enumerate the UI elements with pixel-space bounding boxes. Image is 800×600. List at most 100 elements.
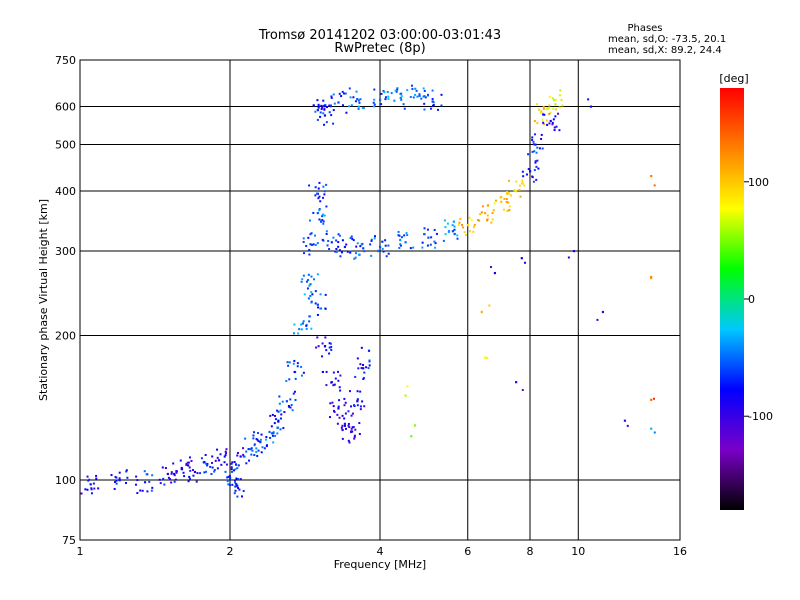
data-point (271, 413, 274, 416)
data-point (400, 95, 403, 98)
data-point (233, 481, 236, 484)
data-point (239, 478, 242, 481)
data-point (321, 215, 324, 218)
data-point (355, 90, 358, 93)
data-point (507, 179, 510, 182)
data-point (457, 223, 460, 226)
data-point (310, 291, 313, 294)
data-point (494, 199, 497, 202)
data-point (522, 175, 525, 178)
data-point (424, 96, 427, 99)
data-point (86, 475, 89, 478)
data-points (80, 84, 656, 498)
data-point (164, 467, 167, 470)
data-point (350, 235, 353, 238)
data-point (338, 92, 341, 95)
data-point (535, 178, 538, 181)
data-point (269, 414, 272, 417)
data-point (427, 236, 430, 239)
data-point (337, 101, 340, 104)
data-point (451, 230, 455, 233)
data-point (302, 237, 305, 240)
data-point (447, 231, 450, 234)
data-point (505, 200, 508, 203)
data-point (453, 233, 456, 236)
y-tick-label: 300 (55, 245, 76, 258)
data-point (238, 488, 241, 491)
data-point (421, 246, 424, 249)
data-point (352, 96, 355, 99)
data-point (399, 244, 402, 247)
data-point (430, 236, 433, 239)
data-point (310, 327, 313, 330)
data-point (362, 247, 365, 250)
data-point (386, 91, 389, 94)
data-point (336, 422, 339, 425)
data-point (406, 234, 409, 237)
data-point (301, 278, 304, 281)
data-point (548, 122, 551, 125)
data-point (536, 122, 539, 125)
data-point (167, 476, 170, 479)
data-point (196, 472, 199, 475)
data-point (274, 434, 277, 437)
data-point (237, 486, 240, 489)
data-point (329, 342, 332, 345)
x-tick-label: 6 (464, 545, 471, 558)
data-point (227, 475, 230, 478)
data-point (203, 471, 206, 474)
data-point (251, 449, 254, 452)
data-point (572, 250, 576, 253)
data-point (337, 379, 340, 382)
data-point (309, 294, 312, 297)
data-point (113, 480, 116, 483)
data-point (552, 107, 555, 110)
data-point (253, 443, 256, 446)
data-point (143, 470, 146, 473)
data-point (235, 482, 238, 485)
data-point (287, 405, 290, 408)
data-point (276, 409, 279, 412)
data-point (276, 426, 279, 429)
data-point (361, 400, 364, 403)
data-point (555, 125, 558, 128)
data-point (508, 205, 511, 208)
data-point (368, 364, 371, 367)
data-point (305, 327, 308, 330)
data-point (175, 471, 178, 474)
data-point (523, 184, 526, 187)
data-point (316, 303, 319, 306)
data-point (352, 426, 355, 429)
data-point (89, 483, 92, 486)
data-point (319, 200, 322, 203)
data-point (403, 107, 406, 110)
data-point (220, 463, 223, 466)
data-point (240, 495, 243, 498)
data-point (308, 284, 311, 287)
data-point (314, 302, 317, 305)
data-point (318, 195, 321, 198)
data-point (249, 448, 252, 451)
data-point (452, 220, 455, 223)
data-point (209, 465, 212, 468)
data-point (507, 201, 510, 204)
data-point (326, 244, 329, 247)
data-point (271, 434, 274, 437)
data-point (231, 470, 234, 473)
data-point (325, 349, 328, 352)
data-point (319, 111, 322, 114)
data-point (551, 121, 554, 124)
colorbar-label: [deg] (719, 72, 748, 85)
data-point (500, 196, 503, 199)
data-point (372, 105, 375, 108)
data-point (587, 98, 590, 101)
data-point (319, 115, 322, 118)
data-point (312, 243, 315, 246)
data-point (542, 105, 545, 108)
data-point (558, 94, 561, 97)
data-point (173, 474, 176, 477)
data-point (368, 359, 371, 362)
data-point (234, 468, 237, 471)
data-point (308, 253, 311, 256)
colorbar-tick-label: -100 (748, 410, 773, 423)
